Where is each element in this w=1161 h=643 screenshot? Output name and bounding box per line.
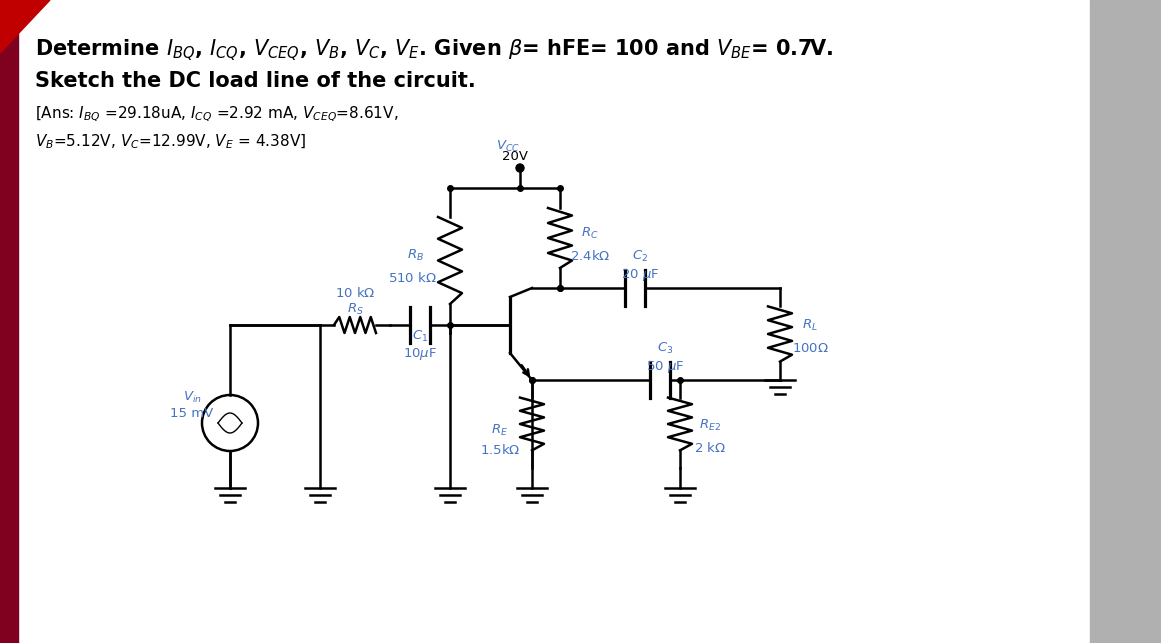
Bar bbox=[1090, 0, 1161, 643]
Text: $V_B$=5.12V, $V_C$=12.99V, $V_E$ = 4.38V]: $V_B$=5.12V, $V_C$=12.99V, $V_E$ = 4.38V… bbox=[35, 133, 307, 151]
Text: $R_{E2}$: $R_{E2}$ bbox=[699, 418, 721, 433]
Text: 15 mV: 15 mV bbox=[171, 407, 214, 420]
Text: $C_2$: $C_2$ bbox=[632, 249, 648, 264]
Text: 2.4k$\Omega$: 2.4k$\Omega$ bbox=[570, 249, 611, 263]
Text: $C_3$: $C_3$ bbox=[657, 341, 673, 356]
Text: 50 $\mu$F: 50 $\mu$F bbox=[646, 359, 684, 375]
Text: 20 $\mu$F: 20 $\mu$F bbox=[621, 267, 659, 283]
Bar bbox=[0, 0, 19, 643]
Text: 20V: 20V bbox=[502, 150, 528, 163]
Polygon shape bbox=[0, 0, 50, 53]
Text: $R_C$: $R_C$ bbox=[582, 226, 599, 240]
Text: $R_E$: $R_E$ bbox=[491, 423, 509, 438]
Text: 1.5k$\Omega$: 1.5k$\Omega$ bbox=[479, 443, 520, 457]
Text: $R_L$: $R_L$ bbox=[802, 318, 817, 333]
Text: 10 k$\Omega$: 10 k$\Omega$ bbox=[334, 286, 375, 300]
Text: Sketch the DC load line of the circuit.: Sketch the DC load line of the circuit. bbox=[35, 71, 476, 91]
Text: [Ans: $I_{BQ}$ =29.18uA, $I_{CQ}$ =2.92 mA, $V_{CEQ}$=8.61V,: [Ans: $I_{BQ}$ =29.18uA, $I_{CQ}$ =2.92 … bbox=[35, 105, 398, 124]
Text: $V_{CC}$: $V_{CC}$ bbox=[496, 139, 520, 154]
Text: $V_{in}$: $V_{in}$ bbox=[182, 390, 202, 405]
Text: 510 k$\Omega$: 510 k$\Omega$ bbox=[388, 271, 437, 285]
Text: $C_1$: $C_1$ bbox=[412, 329, 428, 344]
Text: 10$\mu$F: 10$\mu$F bbox=[403, 346, 437, 362]
Text: $R_S$: $R_S$ bbox=[347, 302, 363, 317]
Text: Determine $I_{BQ}$, $I_{CQ}$, $V_{CEQ}$, $V_B$, $V_C$, $V_E$. Given $\beta$= hFE: Determine $I_{BQ}$, $I_{CQ}$, $V_{CEQ}$,… bbox=[35, 38, 834, 64]
Polygon shape bbox=[0, 0, 19, 33]
Text: $R_B$: $R_B$ bbox=[406, 248, 424, 263]
Text: 100$\Omega$: 100$\Omega$ bbox=[792, 342, 829, 355]
Circle shape bbox=[515, 164, 524, 172]
Text: 2 k$\Omega$: 2 k$\Omega$ bbox=[694, 441, 726, 455]
